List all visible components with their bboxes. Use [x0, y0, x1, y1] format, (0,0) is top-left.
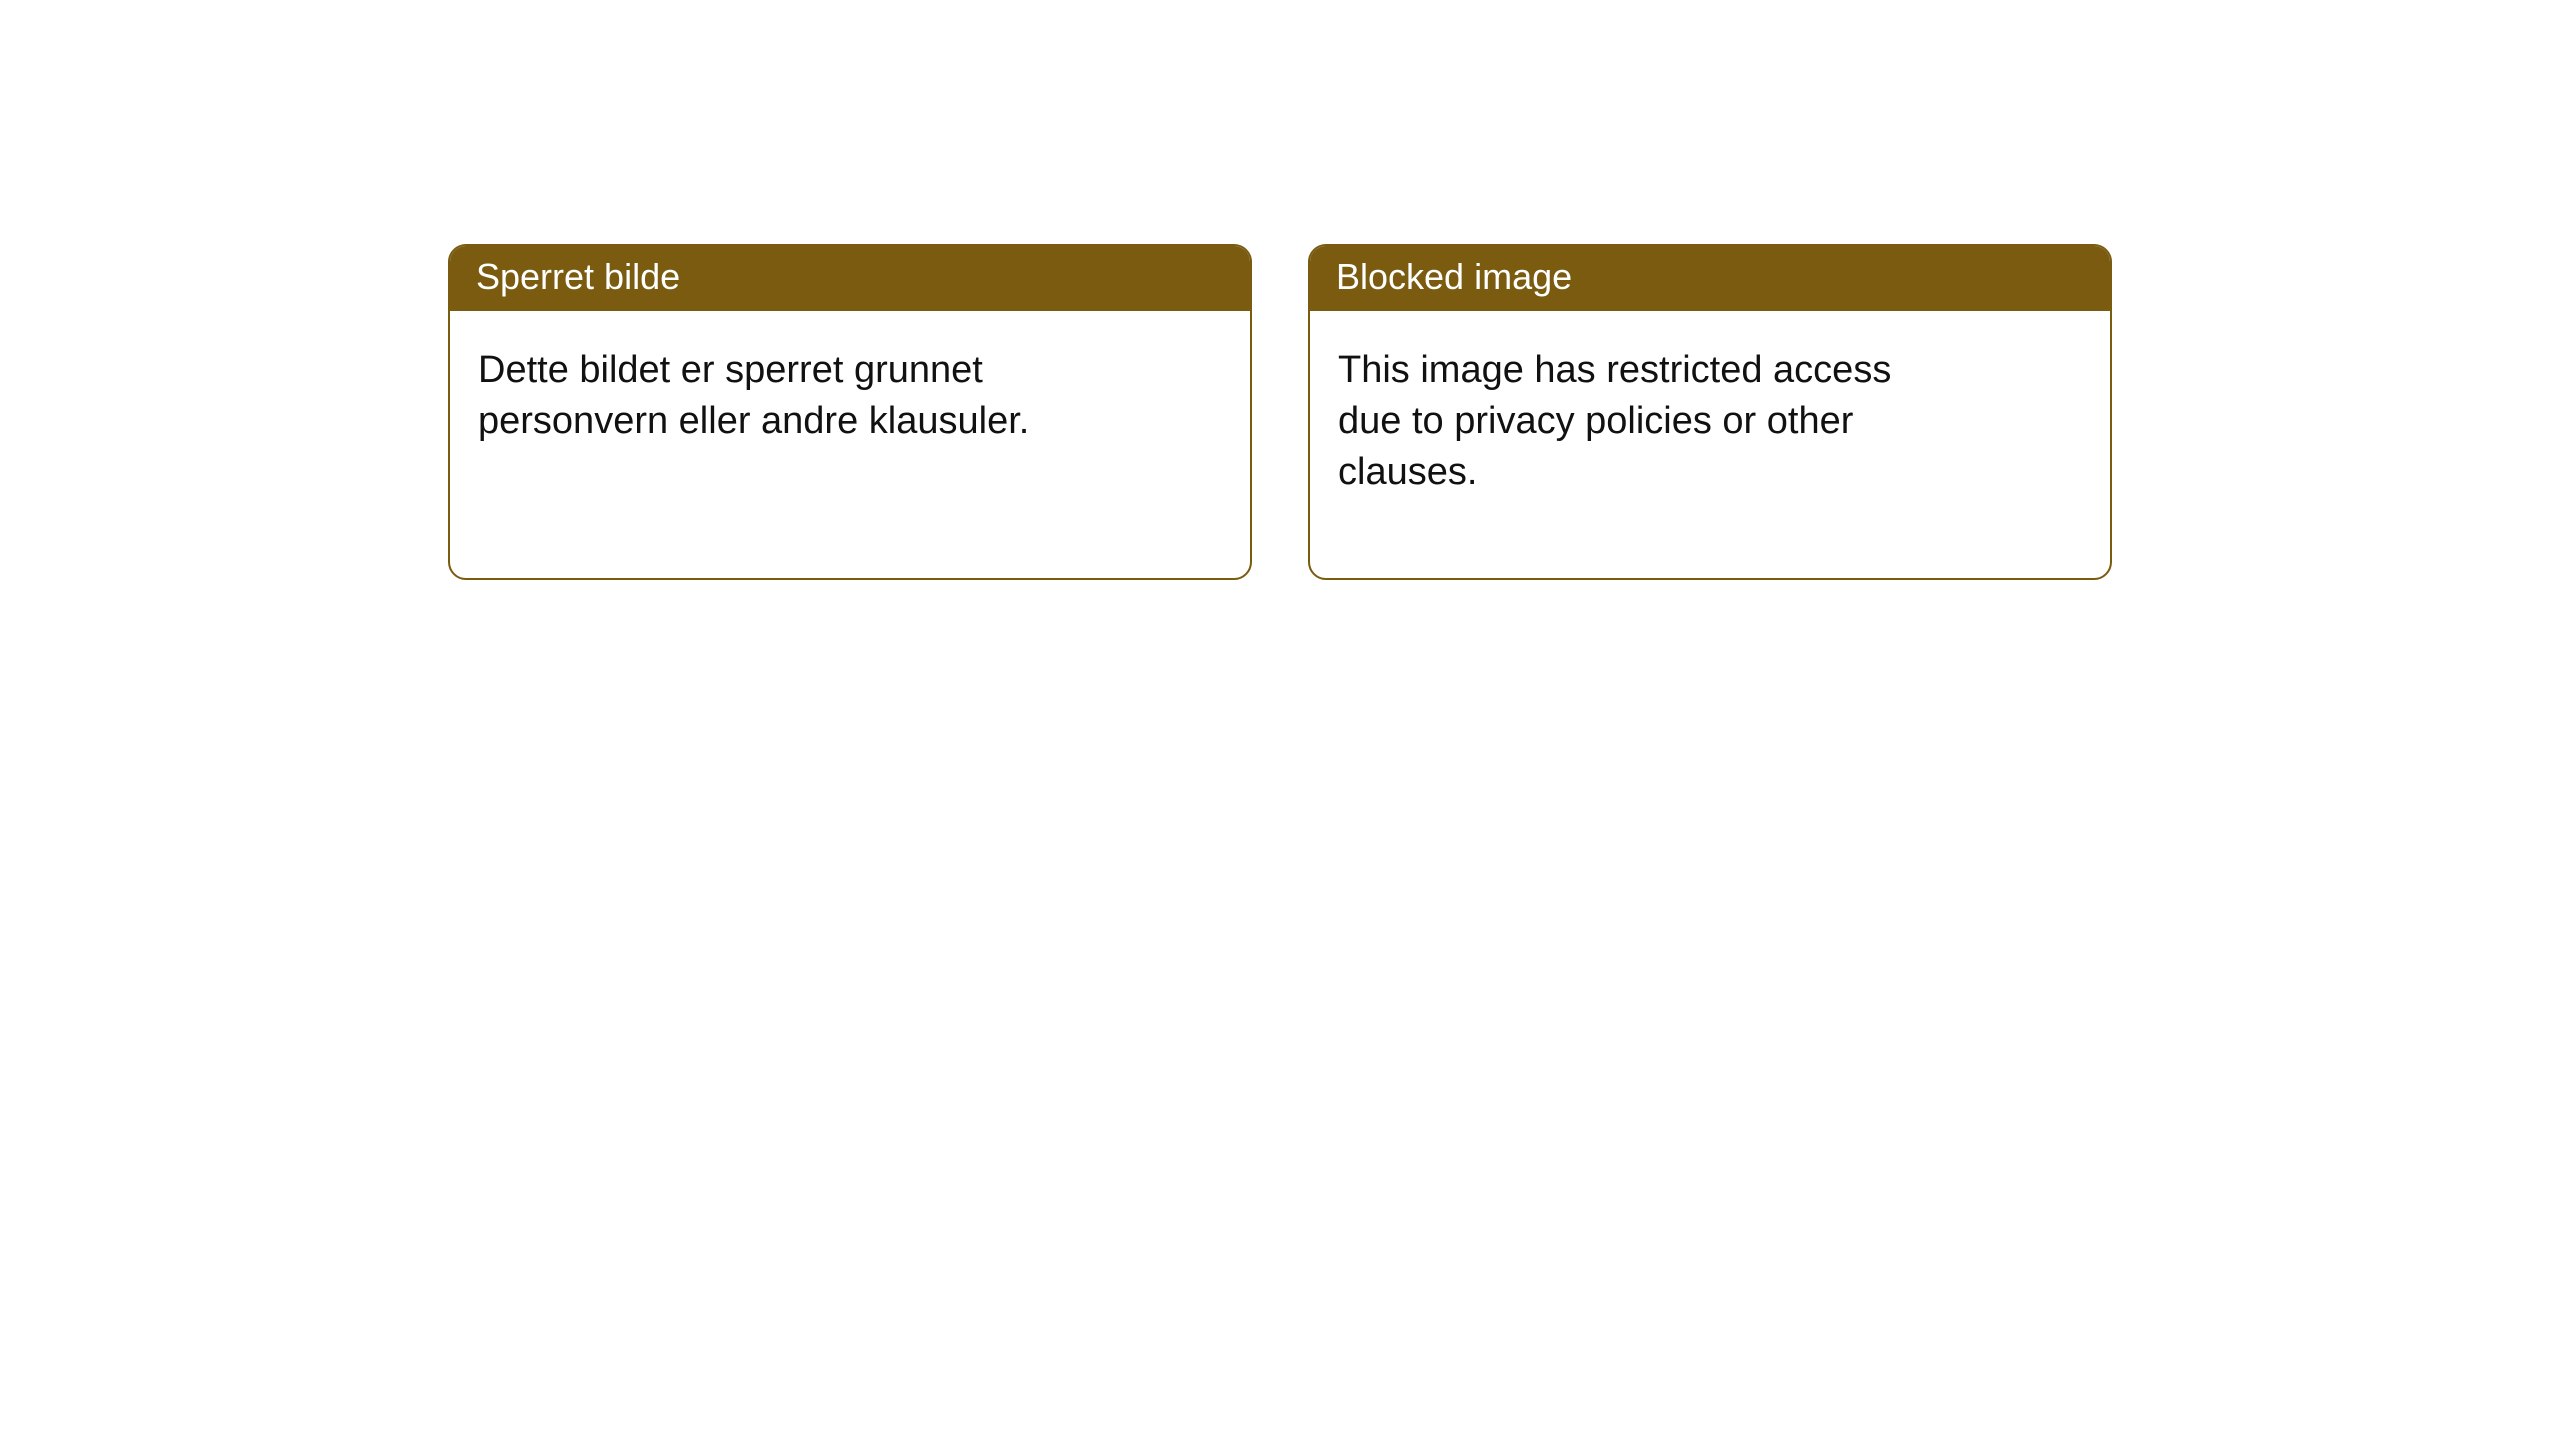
notice-container: Sperret bilde Dette bildet er sperret gr…	[0, 0, 2560, 580]
notice-body-no: Dette bildet er sperret grunnet personve…	[450, 311, 1130, 468]
blocked-image-notice-no: Sperret bilde Dette bildet er sperret gr…	[448, 244, 1252, 580]
notice-body-en: This image has restricted access due to …	[1310, 311, 1990, 519]
notice-title-no: Sperret bilde	[450, 246, 1250, 311]
blocked-image-notice-en: Blocked image This image has restricted …	[1308, 244, 2112, 580]
notice-title-en: Blocked image	[1310, 246, 2110, 311]
